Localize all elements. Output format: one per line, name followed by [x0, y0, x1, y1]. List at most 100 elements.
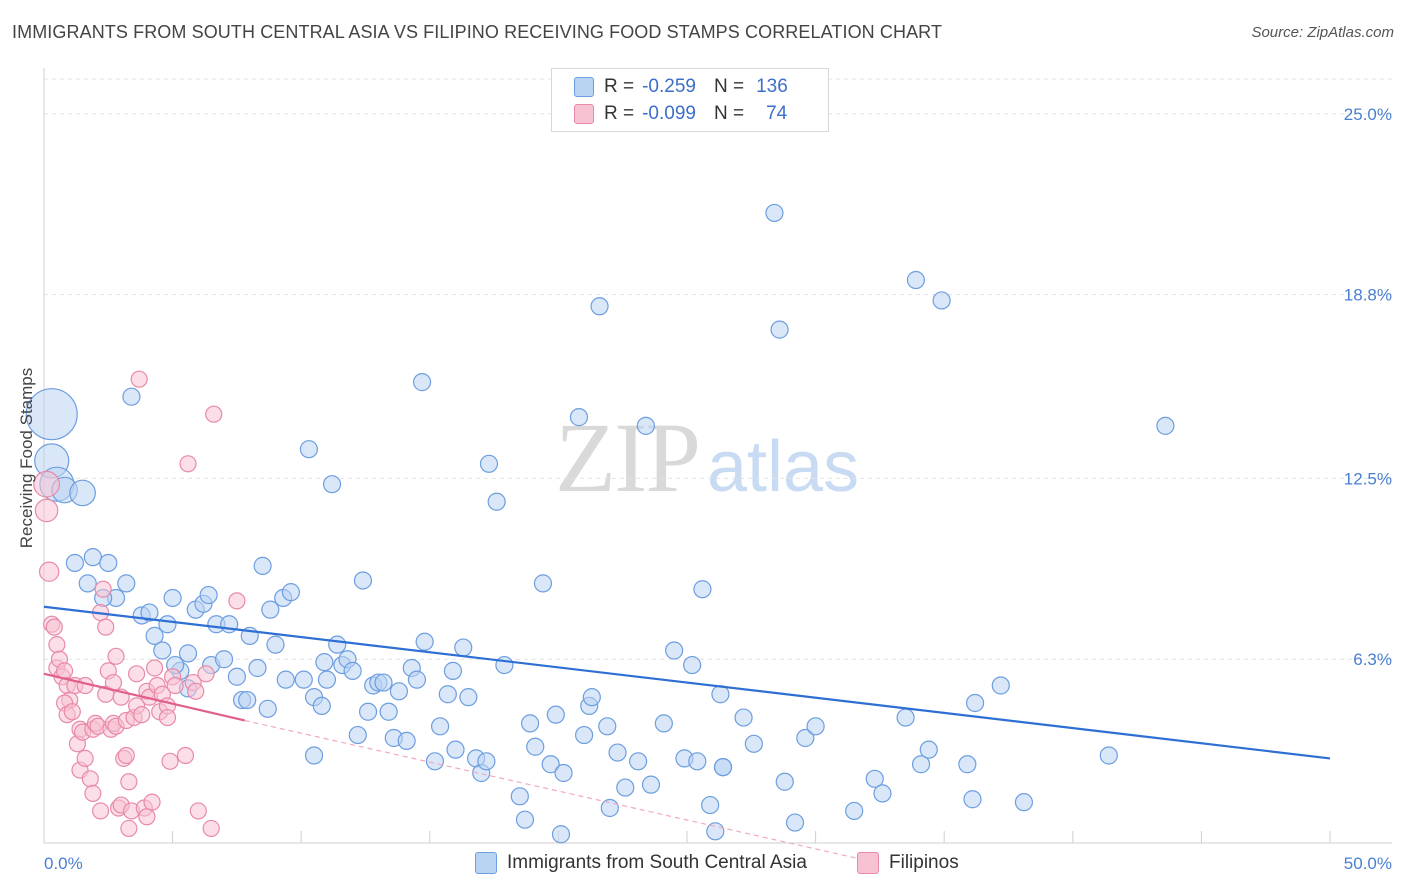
point-immigrants [69, 479, 96, 507]
point-filipinos [34, 498, 59, 523]
point-immigrants [153, 641, 172, 660]
legend-swatch-pink [574, 104, 594, 124]
point-filipinos [202, 819, 220, 838]
point-immigrants [412, 373, 432, 392]
point-immigrants [25, 388, 78, 441]
point-immigrants [693, 580, 712, 599]
trend-lines [43, 605, 1331, 862]
point-filipinos [166, 676, 184, 695]
point-immigrants [575, 725, 594, 745]
point-immigrants [965, 693, 985, 713]
point-immigrants [636, 416, 655, 435]
point-immigrants [958, 755, 977, 774]
point-immigrants [582, 688, 601, 707]
series-legend: Immigrants from South Central Asia Filip… [0, 852, 1406, 876]
point-filipinos [143, 793, 161, 811]
point-immigrants [1156, 416, 1175, 435]
point-immigrants [227, 667, 246, 686]
series-filipinos [33, 370, 246, 838]
point-immigrants [706, 822, 725, 841]
legend-swatch-blue [574, 77, 594, 97]
point-immigrants [353, 571, 373, 590]
point-immigrants [214, 650, 234, 669]
legend-r-label: R = [604, 103, 635, 124]
point-immigrants [477, 752, 496, 771]
chart-title: IMMIGRANTS FROM SOUTH CENTRAL ASIA VS FI… [12, 22, 943, 42]
point-filipinos [158, 708, 177, 727]
point-immigrants [919, 740, 938, 759]
point-immigrants [865, 769, 884, 788]
point-immigrants [253, 556, 272, 575]
point-filipinos [84, 784, 102, 803]
point-filipinos [94, 580, 112, 598]
point-immigrants [304, 746, 324, 765]
series-immigrants-south-central-asia [25, 203, 1175, 844]
point-immigrants [641, 775, 661, 794]
point-filipinos [76, 749, 94, 768]
point-filipinos [176, 746, 195, 765]
point-filipinos [120, 819, 138, 838]
point-immigrants [99, 553, 118, 573]
point-filipinos [145, 659, 164, 677]
point-immigrants [598, 717, 617, 736]
point-immigrants [266, 635, 285, 654]
point-immigrants [322, 475, 342, 494]
point-immigrants [294, 670, 313, 689]
point-filipinos [127, 665, 146, 683]
point-immigrants [629, 752, 648, 771]
point-immigrants [616, 778, 635, 797]
point-immigrants [932, 291, 951, 310]
legend-label-immigrants: Immigrants from South Central Asia [507, 852, 807, 873]
point-immigrants [785, 813, 805, 832]
point-filipinos [205, 405, 223, 423]
point-filipinos [91, 802, 110, 820]
point-immigrants [775, 772, 794, 791]
point-immigrants [389, 682, 409, 701]
point-immigrants [526, 737, 545, 756]
point-immigrants [510, 787, 529, 806]
point-filipinos [107, 647, 125, 665]
point-filipinos [81, 770, 99, 788]
legend-swatch-pink [857, 852, 879, 874]
point-filipinos [133, 706, 151, 724]
point-immigrants [569, 408, 589, 427]
point-immigrants [459, 688, 478, 707]
point-immigrants [117, 574, 136, 593]
tick-labels: 6.3% 12.5% 18.8% 25.0% 0.0% 50.0% [44, 105, 1392, 873]
point-immigrants [734, 708, 753, 727]
point-immigrants [546, 705, 565, 724]
point-immigrants [765, 203, 784, 223]
legend-n-value: 74 [766, 103, 788, 124]
point-filipinos [63, 703, 81, 721]
legend-r-label: R = [604, 76, 635, 97]
point-immigrants [487, 492, 506, 511]
point-immigrants [744, 734, 763, 753]
point-immigrants [415, 632, 434, 651]
legend-swatch-blue [475, 852, 497, 874]
point-filipinos [179, 455, 197, 473]
point-immigrants [299, 440, 319, 459]
watermark: ZIP atlas [555, 400, 859, 515]
point-filipinos [38, 561, 60, 582]
point-filipinos [228, 592, 246, 610]
point-immigrants [654, 714, 673, 733]
point-filipinos [161, 752, 179, 770]
legend-r-value: -0.099 [642, 103, 696, 124]
point-immigrants [590, 297, 609, 316]
point-immigrants [873, 784, 892, 803]
point-immigrants [533, 574, 553, 593]
trend-extension-filipinos [244, 719, 868, 862]
point-immigrants [515, 810, 535, 829]
point-immigrants [600, 798, 619, 818]
point-immigrants [906, 270, 926, 290]
legend-label-filipinos: Filipinos [889, 852, 959, 873]
source-note: Source: ZipAtlas.com [1251, 24, 1394, 41]
legend-item-filipinos: Filipinos [857, 852, 959, 874]
x-tick-label: 0.0% [44, 854, 83, 873]
point-immigrants [688, 752, 707, 771]
point-immigrants [122, 387, 141, 406]
point-immigrants [425, 752, 445, 771]
point-filipinos [48, 636, 66, 654]
y-axis-label: Receiving Food Stamps [17, 368, 36, 548]
